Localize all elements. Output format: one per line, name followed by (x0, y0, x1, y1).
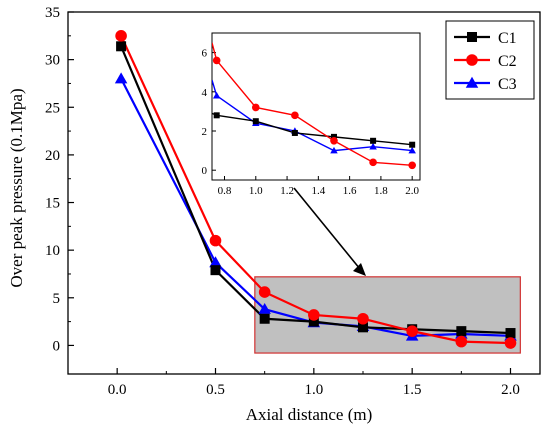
inset-data-point-C2 (251, 103, 260, 112)
data-point-C1 (505, 328, 516, 339)
inset-x-tick-label: 1.4 (311, 185, 325, 197)
legend-label-C2: C2 (498, 53, 517, 70)
y-tick-label: 30 (45, 53, 60, 69)
x-tick-label: 1.5 (403, 382, 422, 398)
data-point-C2 (258, 286, 271, 298)
inset-y-tick-label: 2 (202, 126, 208, 138)
inset-x-tick-label: 0.8 (218, 185, 232, 197)
y-tick-label: 25 (45, 100, 60, 116)
inset-y-tick-label: 4 (202, 87, 208, 99)
y-tick-label: 0 (53, 338, 61, 354)
y-tick-label: 10 (45, 243, 60, 259)
series-line-C2 (120, 35, 511, 345)
inset-frame (211, 32, 421, 181)
legend-label-C3: C3 (498, 76, 517, 93)
highlight-region (254, 276, 521, 354)
data-point-C3 (114, 72, 128, 84)
plot-frame (67, 11, 541, 375)
y-tick-label: 35 (45, 5, 60, 21)
inset-series-group (212, 42, 416, 170)
y-axis-label: Over peak pressure (0.1Mpa) (7, 88, 26, 287)
inset-data-point-C1 (409, 141, 416, 148)
inset-data-point-C3 (369, 142, 377, 150)
data-point-C2 (308, 309, 320, 321)
inset-data-point-C1 (213, 112, 220, 119)
legend-marker-C2 (466, 54, 478, 66)
inset-y-tick-label: 0 (202, 165, 208, 177)
data-point-C1 (116, 41, 127, 52)
inset-plot: 0.8 1.0 1.2 1.4 1.6 1.8 2.0 0 2 4 6 (202, 32, 421, 197)
inset-data-point-C2 (408, 161, 416, 170)
inset-data-point-C2 (330, 137, 338, 145)
inset-data-point-C3 (408, 146, 416, 154)
data-point-C2 (455, 335, 468, 348)
data-point-C2 (504, 337, 517, 349)
inset-x-tick-label: 2.0 (405, 185, 419, 197)
inset-x-tick-label: 1.2 (280, 185, 294, 197)
x-tick-label: 1.0 (304, 382, 323, 398)
x-tick-label: 0.5 (206, 382, 225, 398)
data-point-C1 (308, 316, 319, 327)
data-point-C1 (358, 322, 368, 333)
inset-y-tick-label: 6 (202, 48, 208, 60)
inset-data-point-C2 (291, 111, 299, 120)
zoom-arrow (293, 187, 361, 270)
data-point-C2 (115, 30, 127, 42)
data-point-C1 (210, 265, 221, 276)
data-point-C3 (258, 302, 271, 314)
zoom-arrowhead (353, 263, 366, 276)
x-tick-label: 2.0 (501, 382, 520, 398)
inset-x-tick-label: 1.0 (249, 185, 263, 197)
inset-data-point-C1 (370, 137, 377, 144)
inset-data-point-C2 (212, 56, 221, 65)
legend-marker-C3 (465, 76, 479, 88)
inset-data-point-C1 (291, 129, 298, 136)
data-point-C2 (406, 325, 418, 337)
data-point-C1 (456, 326, 467, 337)
data-point-C1 (259, 313, 270, 324)
inset-x-tick-label: 1.6 (343, 185, 357, 197)
legend-marker-C1 (467, 32, 477, 42)
x-tick-label: 0.0 (108, 382, 127, 398)
y-tick-label: 5 (53, 291, 61, 307)
data-point-C3 (209, 256, 222, 268)
inset-data-point-C1 (252, 118, 259, 125)
x-axis-label: Axial distance (m) (246, 405, 373, 424)
inset-x-tick-label: 1.8 (374, 185, 388, 197)
data-point-C2 (209, 234, 222, 247)
legend: C1 C2 C3 (445, 20, 535, 100)
legend-label-C1: C1 (498, 30, 517, 47)
series-line-C1 (120, 45, 511, 335)
data-point-C2 (357, 312, 369, 325)
inset-data-point-C2 (369, 158, 377, 167)
y-tick-label: 15 (45, 196, 60, 212)
inset-data-point-C3 (330, 146, 338, 154)
y-tick-label: 20 (45, 148, 60, 164)
inset-data-point-C1 (330, 133, 337, 140)
inset-data-point-C3 (212, 91, 221, 99)
